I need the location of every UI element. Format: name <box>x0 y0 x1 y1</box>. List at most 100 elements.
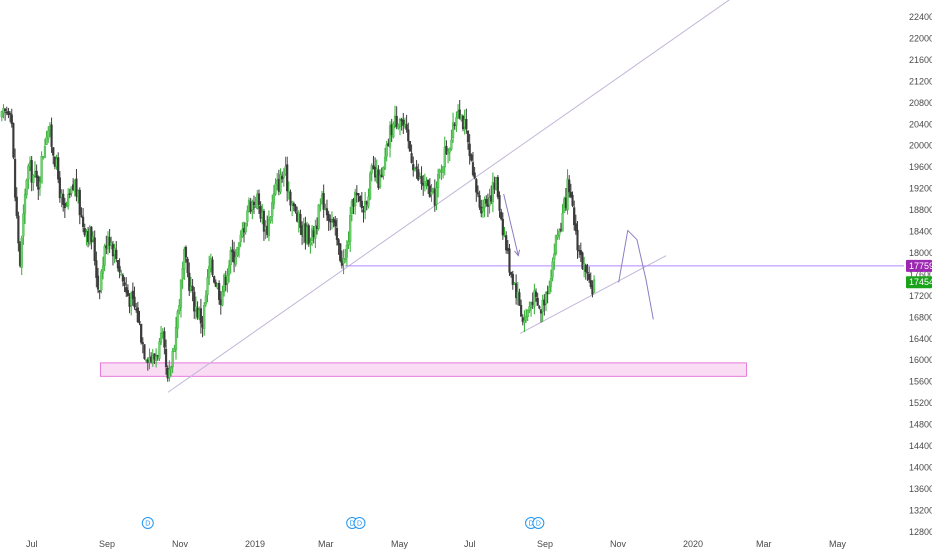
candle-body <box>345 244 348 258</box>
trendline-2[interactable] <box>519 255 667 334</box>
candle-body <box>566 178 569 211</box>
candle-body <box>360 200 363 209</box>
candle-body <box>498 195 501 211</box>
candle-body <box>344 258 347 261</box>
candle-body <box>319 205 322 207</box>
time-tick-label: Sep <box>99 539 115 549</box>
price-tick-label: 16000 <box>909 355 932 365</box>
candle-body <box>515 283 518 298</box>
candle-body <box>22 213 25 237</box>
price-tick-label: 22000 <box>909 33 932 43</box>
candle-body <box>78 189 81 216</box>
candle-body <box>357 193 360 195</box>
time-tick-label: Mar <box>756 539 772 549</box>
candle-body <box>188 272 191 291</box>
support-price-tag[interactable]: 17759 <box>906 259 932 272</box>
candle-body <box>508 248 511 273</box>
candle-body <box>236 247 239 256</box>
candle-body <box>96 275 100 290</box>
dividend-marker-label: D <box>357 521 362 528</box>
candle-body <box>367 196 370 207</box>
candle-body <box>244 222 247 233</box>
candle-body <box>529 302 533 309</box>
candle-body <box>350 200 353 214</box>
price-tick-label: 13200 <box>909 505 932 515</box>
candle-body <box>251 201 254 210</box>
candle-body <box>58 177 61 199</box>
candle-body <box>80 215 83 217</box>
candle-body <box>370 165 373 174</box>
candle-body <box>448 148 451 153</box>
candle-body <box>294 205 297 212</box>
candle-body <box>470 154 473 161</box>
candle-body <box>349 215 352 242</box>
candle-body <box>237 242 241 250</box>
candle-body <box>415 166 418 169</box>
candle-body <box>143 344 146 359</box>
candle-body <box>521 317 524 322</box>
candle-body <box>437 173 440 189</box>
candle-body <box>478 195 481 208</box>
candle-body <box>325 208 329 216</box>
candle-body <box>369 173 372 199</box>
time-axis[interactable]: Jul Sep Nov 2019 Mar May Jul Sep Nov 2020 Mar May <box>26 539 847 549</box>
price-axis[interactable]: 12800 13200 13600 14000 14400 14800 15200 15600… <box>909 12 932 537</box>
candle-body <box>193 291 196 312</box>
candle-body <box>500 211 503 220</box>
candle-body <box>569 191 572 198</box>
candle-body <box>488 197 491 206</box>
candle-body <box>286 164 289 192</box>
candle-body <box>292 203 295 207</box>
candle-body <box>505 235 508 251</box>
candle-body <box>392 123 395 138</box>
candle-body <box>246 210 249 222</box>
candle-body <box>239 234 242 242</box>
candle-body <box>485 198 488 204</box>
candle-body <box>451 122 455 139</box>
candle-body <box>342 258 345 264</box>
candle-body <box>136 307 139 323</box>
candle-body <box>123 282 126 286</box>
candle-body <box>364 201 367 212</box>
price-tick-label: 17600 <box>909 269 932 279</box>
candle-body <box>410 153 413 163</box>
candle-body <box>385 144 388 157</box>
last-price-tag[interactable]: 17454 <box>906 276 932 289</box>
projection-curve[interactable] <box>618 229 654 320</box>
time-tick-label: 2020 <box>683 539 703 549</box>
candle-body <box>549 277 553 287</box>
dividend-marker[interactable]: D <box>532 517 545 529</box>
candle-body <box>354 191 357 206</box>
candle-body <box>12 123 15 158</box>
trendline-1[interactable] <box>167 0 736 393</box>
dividend-marker[interactable]: D <box>141 517 154 529</box>
candle-body <box>0 111 3 118</box>
price-tick-label: 19600 <box>909 162 932 172</box>
candle-body <box>471 162 475 175</box>
candle-body <box>423 181 426 187</box>
demand-zone-rect[interactable] <box>99 362 747 377</box>
candle-body <box>395 115 398 127</box>
candle-body <box>173 348 176 352</box>
candle-body <box>420 175 423 184</box>
candle-body <box>475 179 478 193</box>
candle-body <box>536 297 539 306</box>
price-tick-label: 15200 <box>909 398 932 408</box>
candle-body <box>229 250 232 265</box>
candle-body <box>382 167 385 177</box>
candle-body <box>213 276 216 283</box>
candle-body <box>519 305 523 317</box>
candle-body <box>335 228 339 241</box>
price-tick-label: 17200 <box>909 291 932 301</box>
down-arrow-line[interactable] <box>503 193 519 256</box>
candle-body <box>309 242 312 245</box>
candle-body <box>430 191 433 195</box>
candle-body <box>576 230 579 251</box>
candle-body <box>62 193 65 205</box>
dividend-marker[interactable]: D <box>353 517 366 529</box>
candle-body <box>15 196 18 216</box>
candle-body <box>108 237 111 246</box>
candle-body <box>510 271 513 275</box>
candle-body <box>171 351 174 368</box>
